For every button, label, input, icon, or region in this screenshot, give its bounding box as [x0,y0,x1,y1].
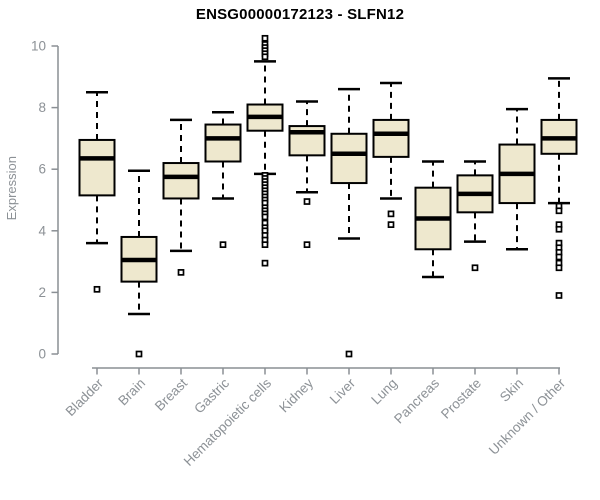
outlier-point [219,241,227,249]
outlier-point [555,225,563,233]
outlier-point [555,253,563,261]
outlier-point [303,198,311,205]
outlier-point [177,269,185,276]
box-Gastric [204,123,242,163]
y-axis-label: Expression [4,156,19,221]
outlier-point [471,264,479,272]
category-label: Pancreas [391,375,442,426]
y-tick-label: 0 [38,347,46,362]
box-Lung [372,118,410,158]
chart-title: ENSG00000172123 - SLFN12 [195,6,405,23]
y-tick-label: 2 [38,285,46,300]
category-label: Prostate [438,376,484,422]
category-label: Breast [152,375,190,413]
outlier-point [555,207,563,215]
outlier-point [261,53,269,61]
outlier-point [135,350,143,358]
outlier-point [261,213,269,221]
box-Liver [330,132,368,185]
category-label: Bladder [63,375,107,419]
outlier-point [303,241,311,249]
outlier-point [261,241,269,249]
outlier-point [555,292,563,299]
y-tick-label: 6 [38,162,46,177]
category-label: Brain [115,376,148,409]
outlier-point [261,34,269,42]
box-Bladder [78,138,116,197]
y-tick-label: 4 [38,223,46,238]
category-label: Liver [327,375,359,407]
category-label: Unknown / Other [486,375,569,458]
y-tick-label: 8 [38,100,46,115]
category-label: Gastric [191,375,232,416]
outlier-point [261,259,269,267]
outlier-point [93,285,101,293]
box-Breast [162,162,200,200]
category-label: Skin [497,376,526,405]
y-tick-label: 10 [31,39,46,54]
outlier-point [345,350,353,358]
category-label: Lung [368,376,400,408]
outlier-point [387,221,395,228]
outlier-point [555,264,563,272]
category-label: Kidney [276,375,316,415]
outlier-point [387,210,395,218]
